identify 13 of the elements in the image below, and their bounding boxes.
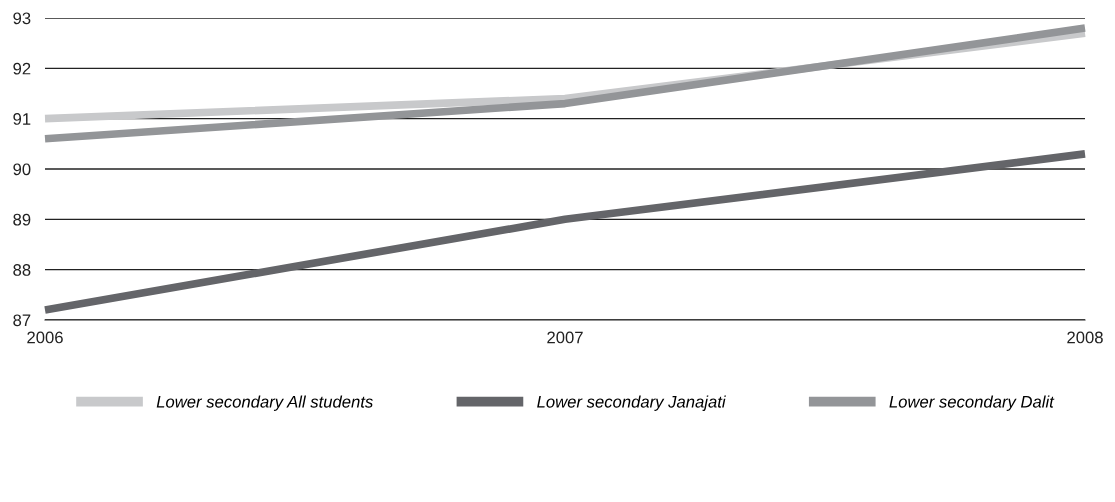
y-tick-label: 87 (13, 314, 31, 327)
legend-label: Lower secondary Dalit (889, 395, 1055, 411)
x-tick-label: 2006 (27, 331, 63, 344)
y-tick-label: 89 (13, 213, 31, 226)
y-tick-label: 91 (13, 113, 31, 125)
y-tick-label: 93 (13, 12, 31, 25)
y-tick-label: 88 (13, 264, 31, 276)
x-tick-label: 2007 (547, 331, 583, 344)
x-tick-label: 2008 (1067, 331, 1103, 344)
legend-label: Lower secondary All students (156, 395, 373, 411)
y-tick-label: 90 (13, 163, 31, 176)
y-tick-label: 92 (13, 62, 31, 75)
legend-label: Lower secondary Janajati (537, 395, 726, 411)
